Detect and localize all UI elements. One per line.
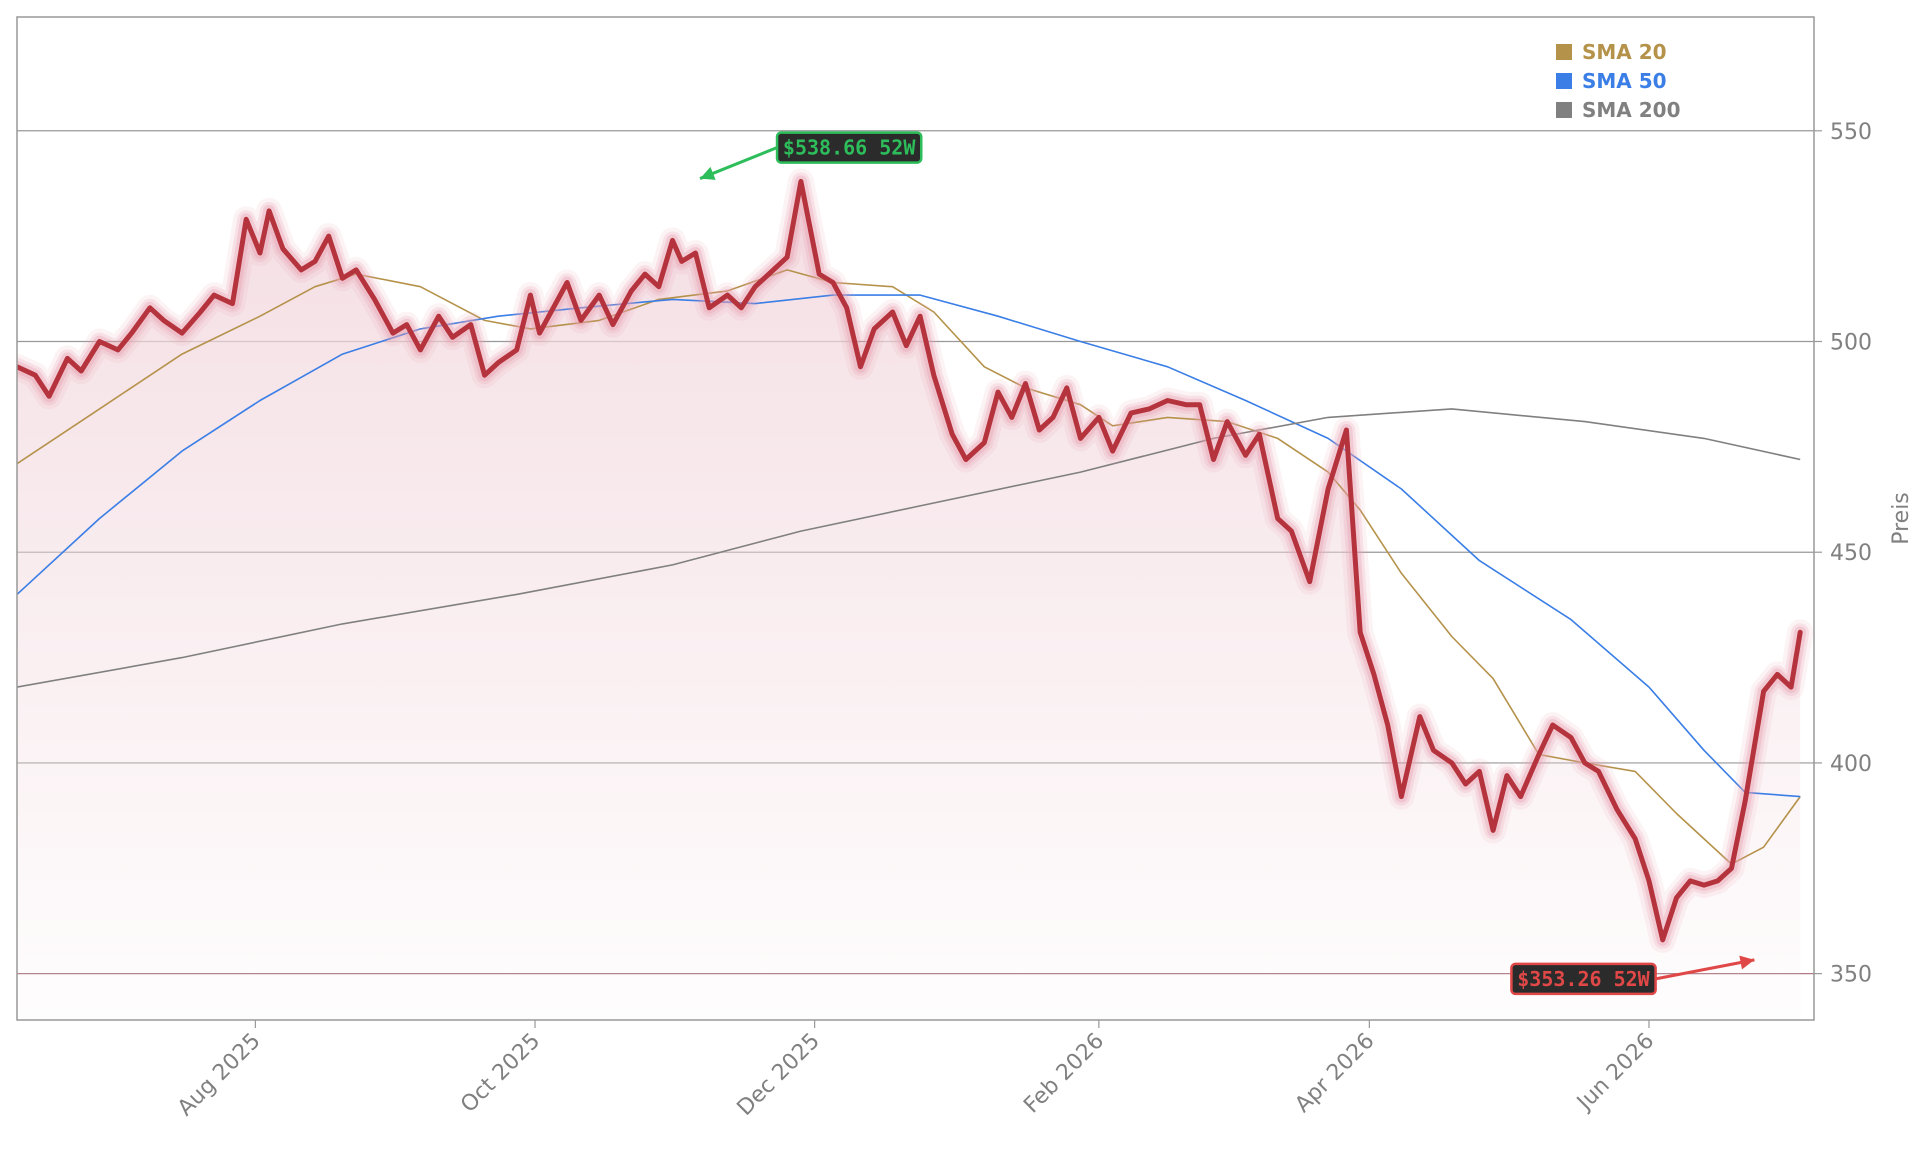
y-axis-title: Preis xyxy=(1889,492,1914,545)
callout-label: $538.66 52W xyxy=(783,136,916,160)
y-tick-label: 500 xyxy=(1830,331,1872,356)
series-sma-200 xyxy=(17,408,1801,688)
y-tick-label: 450 xyxy=(1830,541,1872,566)
x-tick-label: Aug 2025 xyxy=(173,1029,266,1122)
callout-box xyxy=(1510,962,1657,996)
legend-entry: SMA 50 xyxy=(1582,69,1667,93)
legend-swatch xyxy=(1556,44,1572,60)
legend-swatch xyxy=(1556,102,1572,118)
plot-area xyxy=(17,168,1814,1020)
legend-entry: SMA 200 xyxy=(1582,98,1681,122)
series-price xyxy=(17,178,1803,943)
price-area xyxy=(17,181,1801,1020)
callout-label: $353.26 52W xyxy=(1517,967,1650,991)
x-tick-label: Dec 2025 xyxy=(733,1029,825,1121)
callout-high: $538.66 52W xyxy=(699,131,923,180)
x-tick-label: Apr 2026 xyxy=(1290,1029,1379,1118)
callout-box xyxy=(775,131,923,164)
callout-arrow xyxy=(1655,958,1755,981)
x-tick-label: Jun 2026 xyxy=(1571,1029,1659,1117)
y-tick-label: 550 xyxy=(1830,120,1872,145)
callouts: $538.66 52W $353.26 52W xyxy=(699,131,1755,996)
y-tick-label: 400 xyxy=(1830,752,1872,777)
legend-swatch xyxy=(1556,73,1572,89)
legend: SMA 20 SMA 50 SMA 200 xyxy=(1556,40,1681,122)
legend-entry: SMA 20 xyxy=(1582,40,1667,64)
series-sma-50 xyxy=(17,294,1801,798)
callout-arrowhead xyxy=(700,166,716,180)
callout-low: $353.26 52W xyxy=(1510,955,1755,996)
y-tick-label: 350 xyxy=(1830,963,1872,988)
callout-arrowhead xyxy=(1739,955,1755,970)
x-tick-label: Feb 2026 xyxy=(1019,1029,1109,1119)
x-tick-label: Oct 2025 xyxy=(456,1029,545,1118)
plot-frame xyxy=(16,16,1815,1021)
